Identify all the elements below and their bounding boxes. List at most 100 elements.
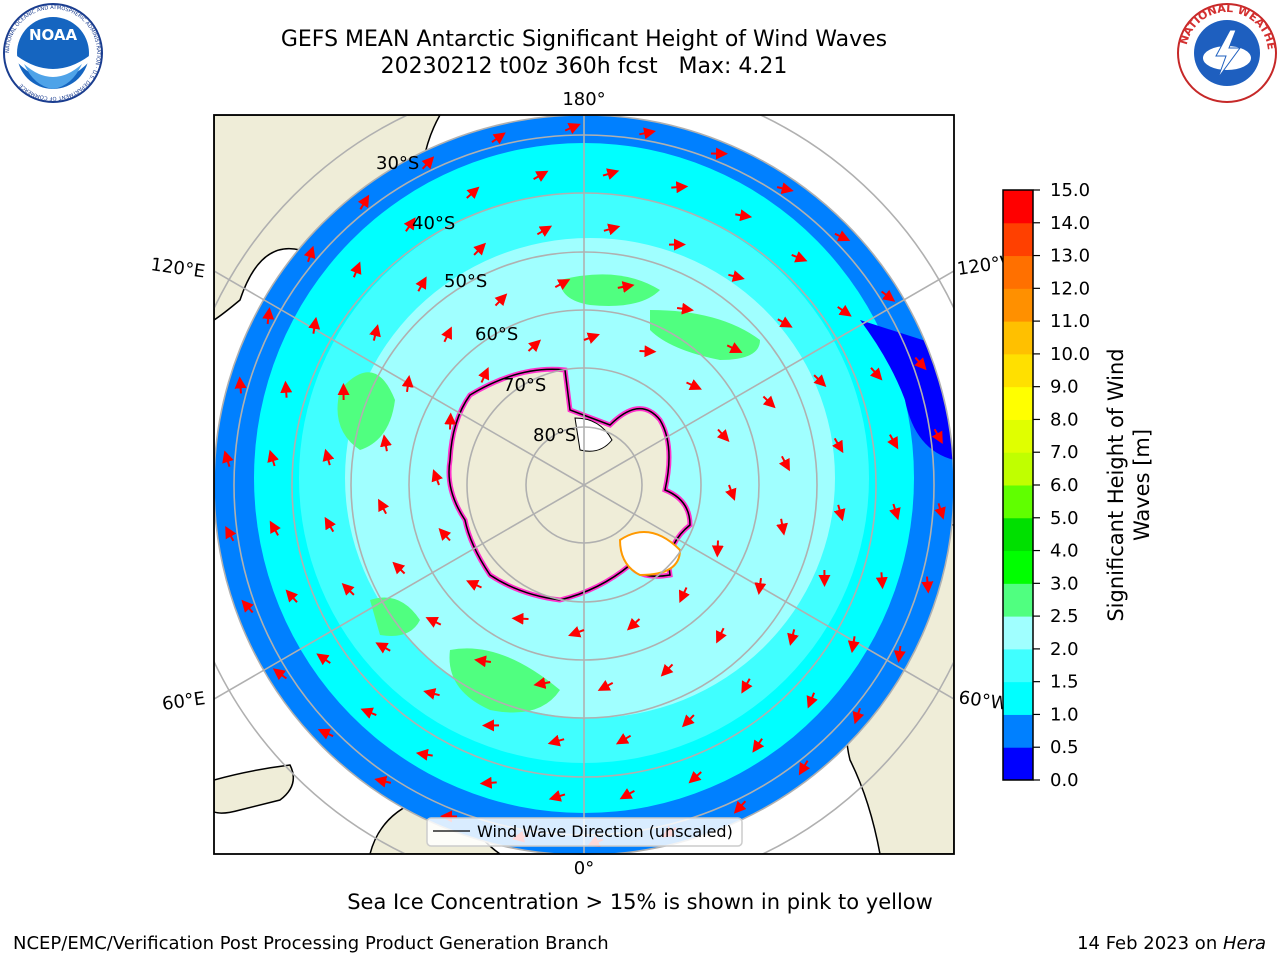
colorbar-tick-label: 12.0 (1050, 278, 1090, 299)
wind-wave-arrow (778, 455, 790, 472)
colorbar-segment (1003, 353, 1033, 388)
lat-label-30s: 30°S (376, 153, 419, 174)
wind-wave-arrow (548, 790, 566, 802)
colorbar-tick-label: 0.5 (1050, 737, 1079, 758)
wind-wave-arrow (889, 503, 901, 521)
footer-left: NCEP/EMC/Verification Post Processing Pr… (13, 933, 609, 954)
wind-wave-arrow (852, 707, 865, 725)
wind-wave-arrow (678, 587, 690, 603)
wind-wave-arrow (272, 668, 287, 681)
wind-wave-arrow (752, 738, 765, 753)
chart-title-line1: GEFS MEAN Antarctic Significant Height o… (280, 27, 888, 52)
colorbar-tick-label: 11.0 (1050, 311, 1090, 332)
wind-wave-arrow (762, 395, 776, 409)
wind-wave-arrow (583, 332, 600, 344)
wind-wave-arrow (466, 186, 480, 200)
wind-wave-arrow (639, 127, 656, 140)
colorbar-segment (1003, 222, 1033, 257)
nws-logo: NATIONAL WEATHER SERVICE (1176, 2, 1278, 103)
colorbar-segment (1003, 485, 1033, 519)
colorbar-segment (1003, 386, 1033, 420)
lat-label-80s: 80°S (533, 425, 576, 446)
wind-wave-arrow (392, 561, 406, 575)
colorbar-tick-label: 13.0 (1050, 246, 1090, 267)
wind-wave-arrow (833, 504, 846, 522)
colorbar-segment (1003, 321, 1033, 355)
wind-wave-arrow (934, 503, 946, 520)
wind-wave-arrow (554, 279, 571, 291)
lon-label-180: 180° (562, 89, 605, 110)
colorbar-tick-label: 9.0 (1050, 377, 1079, 398)
wind-wave-arrow (813, 374, 827, 387)
colorbar-tick-label: 2.0 (1050, 639, 1079, 660)
wind-wave-arrow (369, 324, 381, 341)
wind-wave-arrow (269, 520, 281, 536)
colorbar-segment (1003, 747, 1033, 781)
wind-wave-arrow (834, 230, 851, 242)
colorbar-segment (1003, 419, 1033, 453)
wind-wave-arrow (262, 307, 275, 325)
wind-wave-arrow (438, 527, 452, 542)
wind-wave-arrow (317, 728, 334, 740)
wind-wave-arrow (754, 577, 767, 595)
map-frame (213, 114, 955, 855)
wind-wave-arrow (441, 326, 452, 343)
colorbar-segment (1003, 648, 1033, 683)
colorbar-segment (1003, 550, 1033, 584)
lat-label-70s: 70°S (503, 375, 546, 396)
colorbar-segment (1003, 288, 1033, 322)
wind-wave-arrow (527, 339, 542, 353)
colorbar-tick-label: 5.0 (1050, 508, 1079, 529)
wind-wave-arrow (380, 434, 392, 452)
weddell-sea-ice (618, 531, 682, 577)
footer-host: Hera (1222, 933, 1266, 954)
wind-wave-arrow (887, 434, 899, 450)
wind-wave-arrow (847, 636, 860, 654)
colorbar-label-line2: Waves [m] (1130, 428, 1154, 542)
wind-wave-arrow (234, 376, 247, 394)
wind-wave-arrow (494, 293, 508, 307)
wind-wave-arrow (280, 380, 293, 398)
colorbar-segment (1003, 190, 1033, 224)
wind-wave-arrow (741, 678, 753, 694)
wind-wave-arrow (225, 525, 237, 542)
wind-wave-arrow (716, 428, 730, 443)
wind-wave-arrow (602, 168, 620, 180)
wind-wave-arrow (603, 223, 621, 236)
colorbar-segment (1003, 255, 1033, 289)
wind-wave-arrow (341, 583, 355, 596)
wind-wave-arrow (921, 576, 934, 594)
lat-label-40s: 40°S (412, 213, 455, 234)
colorbar-tick-label: 10.0 (1050, 344, 1090, 365)
wind-wave-arrow (479, 776, 497, 789)
colorbar: 0.0 0.5 1.0 1.5 2.0 2.5 3.0 4.0 5.0 6.0 7.0 8.0 9.0 1… (1002, 180, 1090, 790)
graticule (214, 115, 954, 854)
footer-right: 14 Feb 2023 on Hera (1077, 933, 1266, 954)
colorbar-tick-label: 8.0 (1050, 409, 1079, 430)
wind-wave-arrow (682, 714, 695, 728)
wind-wave-arrow (776, 518, 788, 536)
wind-wave-arrow (308, 316, 321, 334)
wind-wave-arrow (403, 217, 416, 232)
wind-wave-arrow (725, 484, 737, 501)
lat-label-50s: 50°S (444, 271, 487, 292)
wind-wave-arrow (360, 707, 377, 719)
wind-wave-arrow (716, 627, 727, 644)
wind-wave-arrow (322, 448, 335, 466)
colorbar-tick-label: 0.0 (1050, 770, 1079, 790)
wind-wave-arrow (431, 469, 443, 486)
wind-wave-arrow (444, 412, 457, 430)
wind-wave-arrow (466, 579, 482, 591)
wind-wave-arrow (564, 123, 581, 135)
wind-wave-arrow (686, 379, 702, 391)
colorbar-tick-label: 1.5 (1050, 672, 1079, 693)
wind-wave-arrow (914, 356, 927, 371)
wind-wave-arrow (375, 642, 391, 654)
wind-wave-arrow (676, 302, 694, 315)
madagascar-land (214, 764, 295, 814)
wind-wave-arrow (267, 449, 279, 467)
wind-wave-arrow (597, 679, 614, 691)
wind-wave-arrow (374, 775, 392, 788)
wind-wave-arrow (533, 170, 549, 182)
